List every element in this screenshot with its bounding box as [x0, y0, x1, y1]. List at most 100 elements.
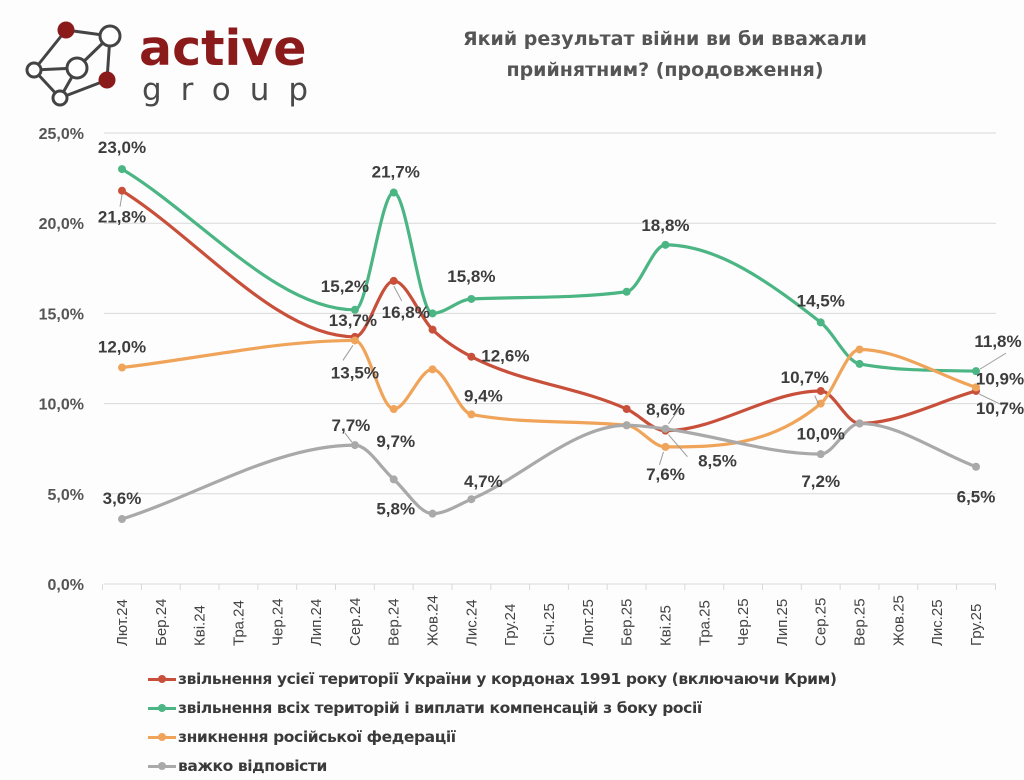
- legend-marker-red: [148, 673, 176, 685]
- data-point[interactable]: [622, 287, 631, 296]
- data-point[interactable]: [816, 318, 825, 327]
- x-tick-label: Чер.24: [269, 598, 286, 646]
- y-tick-label: 20,0%: [39, 216, 84, 233]
- data-point[interactable]: [467, 294, 476, 303]
- x-axis: Лют.24 Бер.24 Кві.24 Тра.24 Чер.24 Лип.24 Сер.…: [102, 584, 996, 646]
- data-point[interactable]: [428, 509, 437, 518]
- data-label: 10,0%: [797, 425, 845, 444]
- x-tick-label: Жов.25: [890, 595, 907, 646]
- x-tick-label: Вер.24: [386, 598, 403, 646]
- y-tick-label: 5,0%: [48, 487, 84, 504]
- data-point[interactable]: [661, 442, 670, 451]
- x-tick-label: Бер.25: [619, 599, 636, 646]
- data-point[interactable]: [467, 495, 476, 504]
- data-label: 13,7%: [329, 311, 377, 330]
- x-tick-label: Лют.25: [580, 599, 597, 646]
- data-label: 21,8%: [98, 208, 146, 227]
- data-point[interactable]: [389, 475, 398, 484]
- data-label: 9,4%: [464, 386, 503, 405]
- data-point[interactable]: [467, 410, 476, 419]
- leader-line: [668, 434, 688, 457]
- data-point[interactable]: [428, 365, 437, 374]
- data-point[interactable]: [428, 325, 437, 334]
- data-point[interactable]: [816, 386, 825, 395]
- x-tick-label: Сер.24: [347, 598, 364, 646]
- logo-word-active: active: [139, 20, 307, 77]
- data-label: 7,2%: [801, 472, 840, 491]
- data-point[interactable]: [972, 462, 980, 471]
- data-label: 10,9%: [976, 369, 1024, 388]
- data-point[interactable]: [350, 441, 359, 450]
- data-point[interactable]: [855, 345, 864, 354]
- legend-marker-orange: [148, 731, 176, 743]
- x-tick-label: Чер.25: [735, 598, 752, 646]
- data-label: 10,7%: [976, 399, 1024, 418]
- leader-line: [658, 451, 664, 466]
- data-point[interactable]: [389, 405, 398, 414]
- data-point[interactable]: [118, 165, 126, 174]
- x-tick-label: Гру.25: [968, 604, 985, 646]
- data-point[interactable]: [118, 186, 126, 195]
- data-labels: 21,8% 13,7% 16,8% 12,6% 8,5% 10,7% 10,7% 23,0% 1…: [98, 138, 1024, 518]
- x-tick-label: Гру.24: [502, 604, 519, 646]
- data-label: 8,6%: [646, 400, 685, 419]
- data-point[interactable]: [389, 276, 398, 285]
- data-label: 16,8%: [382, 303, 430, 322]
- data-point[interactable]: [467, 352, 476, 361]
- x-tick-label: Тра.25: [696, 600, 713, 646]
- legend-item-hard-to-say[interactable]: важко відповісти: [148, 751, 837, 780]
- data-label: 7,7%: [332, 416, 371, 435]
- legend-item-liberation-compensation[interactable]: звільнення всіх територій і виплати комп…: [148, 693, 837, 722]
- leader-line: [668, 410, 678, 425]
- chart-title-line1: Який результат війни ви би вважали: [463, 28, 867, 50]
- x-tick-label: Вер.25: [852, 598, 869, 646]
- series-line: [120, 189, 978, 433]
- series-liberation-compensation: [118, 165, 980, 376]
- data-label: 9,7%: [376, 432, 415, 451]
- data-point[interactable]: [622, 421, 631, 430]
- legend-label: звільнення усієї території України у кор…: [178, 669, 837, 688]
- data-label: 23,0%: [98, 138, 146, 157]
- data-point[interactable]: [118, 363, 126, 372]
- data-point[interactable]: [350, 336, 359, 345]
- data-label: 15,8%: [447, 267, 495, 286]
- series-liberation-1991: [118, 186, 980, 435]
- data-point[interactable]: [855, 419, 864, 428]
- legend-label: важко відповісти: [178, 756, 328, 775]
- x-tick-label: Лис.24: [463, 599, 480, 646]
- x-tick-label: Січ.25: [541, 603, 558, 646]
- data-point[interactable]: [389, 188, 398, 197]
- y-tick-label: 0,0%: [48, 577, 84, 594]
- data-label: 4,7%: [464, 472, 503, 491]
- data-point[interactable]: [816, 399, 825, 408]
- legend: звільнення усієї території України у кор…: [148, 664, 837, 780]
- legend-item-russia-collapse[interactable]: зникнення російської федерації: [148, 722, 837, 751]
- leader-line: [393, 285, 403, 302]
- data-label: 10,7%: [781, 368, 829, 387]
- leader-line: [342, 345, 354, 361]
- x-tick-label: Лют.24: [114, 599, 131, 646]
- series-hard-to-say: [118, 419, 980, 524]
- legend-item-liberation-1991[interactable]: звільнення усієї території України у кор…: [148, 664, 837, 693]
- data-label: 11,8%: [974, 332, 1021, 351]
- series-russia-collapse: [118, 336, 980, 451]
- data-point[interactable]: [855, 359, 864, 368]
- data-point[interactable]: [661, 240, 670, 249]
- data-point[interactable]: [428, 309, 437, 318]
- legend-label: звільнення всіх територій і виплати комп…: [178, 698, 702, 717]
- series-lines: [118, 165, 980, 524]
- data-label: 7,6%: [646, 465, 685, 484]
- chart-title-line2: прийнятним? (продовження): [506, 59, 824, 81]
- data-point[interactable]: [972, 367, 980, 376]
- leader-line: [979, 352, 1007, 370]
- data-point[interactable]: [816, 450, 825, 459]
- data-point[interactable]: [622, 405, 631, 414]
- data-point[interactable]: [661, 424, 670, 433]
- data-point[interactable]: [350, 305, 359, 314]
- series-line: [120, 421, 978, 521]
- data-point[interactable]: [972, 383, 980, 392]
- data-point[interactable]: [118, 515, 126, 524]
- network-logo-icon: [25, 21, 122, 107]
- legend-label: зникнення російської федерації: [178, 727, 456, 746]
